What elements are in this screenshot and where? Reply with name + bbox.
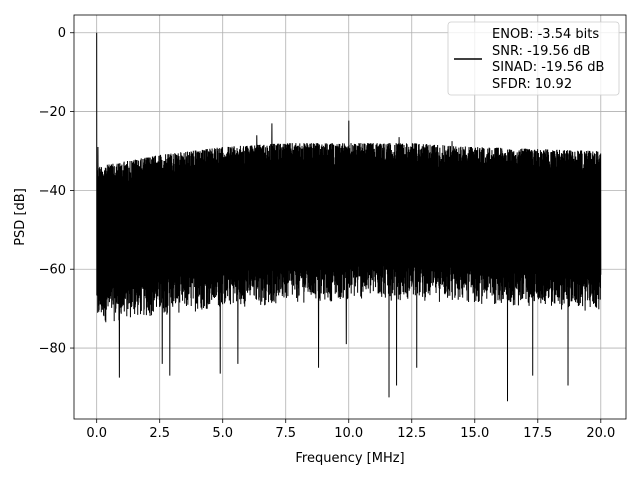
x-tick-label: 17.5 bbox=[523, 426, 552, 441]
y-tick-label: 0 bbox=[58, 26, 66, 41]
legend: ENOB: -3.54 bits SNR: -19.56 dB SINAD: -… bbox=[447, 21, 620, 96]
x-tick-label: 0.0 bbox=[86, 426, 107, 441]
legend-entry-sinad: SINAD: -19.56 dB bbox=[492, 60, 604, 75]
x-axis-label: Frequency [MHz] bbox=[295, 451, 404, 466]
y-axis-label: PSD [dB] bbox=[13, 188, 28, 246]
x-tick-label: 2.5 bbox=[149, 426, 170, 441]
x-tick-label: 7.5 bbox=[275, 426, 296, 441]
x-axis: 0.0 2.5 5.0 7.5 10.0 12.5 15.0 17.5 20.0 bbox=[86, 419, 615, 441]
psd-series-line bbox=[96, 32, 602, 402]
y-tick-label: −40 bbox=[39, 184, 66, 199]
legend-entry-enob: ENOB: -3.54 bits bbox=[492, 27, 599, 42]
axes-frame bbox=[73, 14, 627, 420]
x-tick-label: 20.0 bbox=[586, 426, 615, 441]
legend-box bbox=[447, 21, 620, 96]
x-tick-label: 5.0 bbox=[212, 426, 233, 441]
legend-entry-sfdr: SFDR: 10.92 bbox=[492, 77, 572, 92]
y-tick-label: −20 bbox=[39, 105, 66, 120]
plot-area bbox=[96, 32, 602, 402]
y-tick-label: −60 bbox=[39, 263, 66, 278]
y-axis: 0 −20 −40 −60 −80 bbox=[39, 26, 74, 357]
x-tick-label: 12.5 bbox=[397, 426, 426, 441]
y-tick-label: −80 bbox=[39, 342, 66, 357]
x-tick-label: 10.0 bbox=[334, 426, 363, 441]
x-tick-label: 15.0 bbox=[460, 426, 489, 441]
legend-entry-snr: SNR: -19.56 dB bbox=[492, 44, 590, 59]
